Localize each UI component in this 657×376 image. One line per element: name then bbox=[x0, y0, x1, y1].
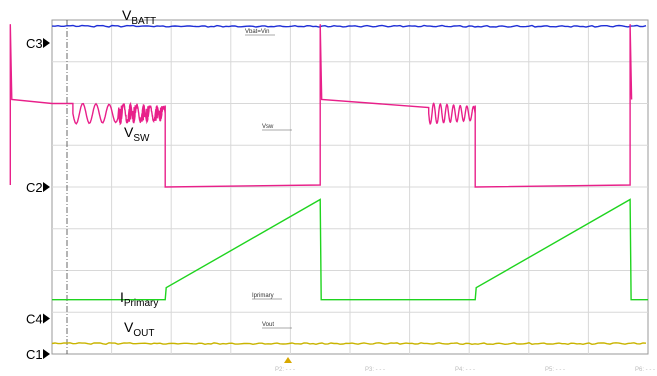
marker-arrow-icon bbox=[43, 349, 50, 359]
trigger-position-icon bbox=[284, 357, 292, 363]
channel-marker-c2: C2 bbox=[26, 180, 43, 195]
channel-marker-c4: C4 bbox=[26, 312, 43, 327]
footer-label: P2: - - - bbox=[275, 367, 295, 373]
marker-arrow-icon bbox=[43, 313, 50, 324]
probe-label-c2: Vsw bbox=[262, 124, 274, 130]
scope-grid bbox=[51, 19, 649, 355]
channel-marker-c1: C1 bbox=[26, 347, 43, 362]
trace-c1 bbox=[51, 342, 647, 346]
trace-c3 bbox=[51, 24, 647, 28]
footer-label: P6: - - - bbox=[635, 367, 655, 373]
footer-label: P4: - - - bbox=[455, 367, 475, 373]
scope-traces bbox=[9, 24, 648, 346]
probe-label-c3: Vbat=Vin bbox=[245, 29, 269, 35]
probe-label-c4: Iprimary bbox=[252, 293, 274, 299]
footer-label: P3: - - - bbox=[365, 367, 385, 373]
trace-c2 bbox=[9, 24, 633, 188]
probe-label-c1: Vout bbox=[262, 322, 274, 328]
scope-footer: P2: - - - P3: - - - P4: - - - P5: - - - P6: … bbox=[275, 357, 655, 373]
footer-label: P5: - - - bbox=[545, 367, 565, 373]
trace-c4 bbox=[52, 198, 648, 301]
marker-arrow-icon bbox=[43, 37, 50, 48]
channel-marker-c3: C3 bbox=[26, 36, 43, 51]
marker-arrow-icon bbox=[43, 182, 50, 192]
